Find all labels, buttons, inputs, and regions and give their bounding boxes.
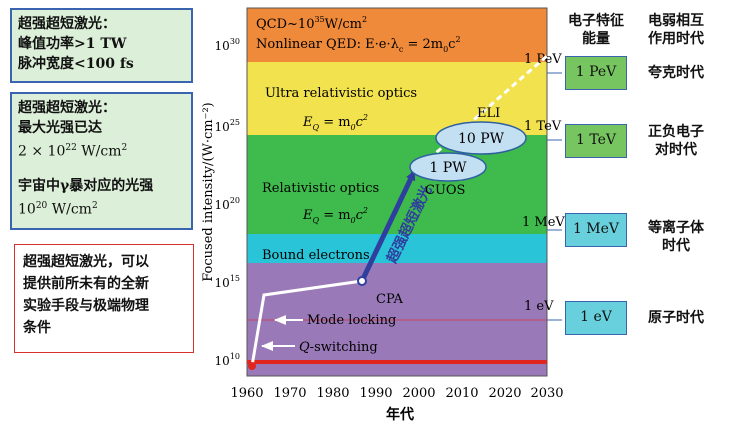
summary-line4: 条件 — [23, 320, 51, 336]
info-box1-line3: 脉冲宽度<100 fs — [18, 56, 134, 72]
energy-box-1mev: 1 MeV — [565, 213, 627, 247]
col-title-era-line1: 电弱相互 — [648, 13, 704, 29]
xtick-1980: 1980 — [316, 386, 349, 401]
col-title-era-line2: 作用时代 — [648, 31, 704, 47]
origin-point — [248, 362, 256, 370]
xtick-2030: 2030 — [530, 386, 563, 401]
xtick-2020: 2020 — [488, 386, 521, 401]
marker-1mev: 1 MeV — [522, 215, 565, 230]
ytick-20: 1020 — [215, 196, 240, 212]
xtick-1990: 1990 — [359, 386, 392, 401]
xtick-1970: 1970 — [273, 386, 306, 401]
era-plasma-line2: 时代 — [662, 238, 690, 254]
marker-1ev: 1 eV — [524, 299, 554, 314]
y-axis-ticks: 1030 1025 1020 1015 1010 — [215, 37, 240, 368]
label-mode-locking: Mode locking — [307, 313, 396, 328]
era-pair-line1: 正负电子 — [648, 124, 704, 140]
info-box1-line2: 峰值功率>1 TW — [18, 36, 127, 52]
summary-line3: 实验手段与极端物理 — [23, 298, 149, 314]
era-pair-line2: 对时代 — [655, 142, 697, 158]
info-box2-line4: 宇宙中γ暴对应的光强 — [18, 177, 154, 194]
label-1pw: 1 PW — [429, 160, 467, 176]
label-cpa: CPA — [376, 292, 404, 307]
x-axis-label: 年代 — [386, 406, 414, 423]
intensity-exponent: 22 — [65, 143, 77, 153]
band-qcd — [247, 8, 547, 62]
info-box-summary: 超强超短激光，可以 提供前所未有的全新 实验手段与极端物理 条件 — [14, 244, 194, 353]
info-box1-line1: 超强超短激光： — [18, 16, 116, 32]
gamma-intensity-exponent: 20 — [35, 200, 48, 211]
qed-label: Nonlinear QED: E·e·λc = 2m0c2 — [256, 35, 461, 54]
era-atomic: 原子时代 — [636, 309, 716, 327]
ellipse-10pw — [435, 121, 527, 155]
era-pair: 正负电子 对时代 — [636, 123, 716, 159]
label-eli: ELI — [477, 106, 500, 121]
eq-ultra: EQ = m0c2 — [302, 113, 368, 132]
intensity-unit: W/cm — [76, 143, 122, 160]
gamma-intensity-unit-exp: 2 — [91, 200, 98, 211]
label-cuos: CUOS — [425, 183, 465, 198]
era-plasma-line1: 等离子体 — [648, 220, 704, 236]
info-box2-line1: 超强超短激光： — [18, 100, 116, 116]
summary-line1: 超强超短激光，可以 — [23, 254, 149, 270]
band-bound-electrons — [247, 234, 547, 263]
col-title-energy-line1: 电子特征 — [568, 13, 624, 29]
ultra-relativistic-label: Ultra relativistic optics — [265, 86, 417, 101]
eq-relativistic: EQ = m0c2 — [302, 206, 368, 225]
ellipse-1pw — [409, 152, 487, 182]
era-quark-line1: 夸克时代 — [648, 65, 704, 81]
x-axis-ticks: 1960 1970 1980 1990 2000 2010 2020 2030 — [230, 386, 563, 401]
bound-electrons-label: Bound electrons — [262, 248, 370, 263]
y-axis-label: Focused intensity/(W·cm⁻²) — [201, 102, 216, 282]
intensity-unit-exp: 2 — [121, 143, 128, 153]
ultrashort-arrow — [359, 170, 417, 283]
ytick-10: 1010 — [215, 352, 240, 368]
gamma-intensity-base: 10 — [18, 201, 36, 218]
info-box-peak-power: 超强超短激光： 峰值功率>1 TW 脉冲宽度<100 fs — [10, 8, 193, 83]
era-atomic-line1: 原子时代 — [648, 310, 704, 326]
cpa-point — [357, 276, 367, 286]
qcd-label: QCD~1035W/cm2 — [256, 15, 367, 32]
xtick-2000: 2000 — [402, 386, 435, 401]
intensity-mantissa: 2 × 10 — [18, 143, 66, 160]
intensity-curve — [250, 279, 363, 367]
col-title-era: 电弱相互 作用时代 — [636, 12, 716, 48]
plot-frame — [246, 7, 548, 377]
energy-box-1ev: 1 eV — [565, 301, 627, 335]
info-box2-line5: 1020 W/cm2 — [18, 196, 185, 220]
xtick-2010: 2010 — [445, 386, 478, 401]
relativistic-label: Relativistic optics — [262, 181, 379, 196]
col-title-energy: 电子特征 能量 — [560, 12, 632, 48]
energy-box-1tev: 1 TeV — [565, 124, 627, 158]
gamma-intensity-unit: W/cm — [47, 201, 92, 218]
ytick-25: 1025 — [215, 118, 240, 134]
info-box-max-intensity: 超强超短激光： 最大光强已达 2 × 1022 W/cm2 宇宙中γ暴对应的光强… — [10, 92, 193, 230]
info-box2-line2: 最大光强已达 — [18, 120, 102, 136]
marker-1tev: 1 TeV — [524, 119, 562, 134]
era-plasma: 等离子体 时代 — [636, 219, 716, 255]
ytick-30: 1030 — [215, 37, 240, 53]
label-10pw: 10 PW — [458, 131, 505, 147]
label-q-switching: Q-switching — [299, 340, 378, 355]
summary-line2: 提供前所未有的全新 — [23, 276, 149, 292]
energy-box-1pev: 1 PeV — [565, 56, 627, 90]
xtick-1960: 1960 — [230, 386, 263, 401]
info-box2-line3: 2 × 1022 W/cm2 — [18, 138, 185, 162]
col-title-energy-line2: 能量 — [582, 31, 610, 47]
ytick-15: 1015 — [215, 274, 240, 290]
era-quark: 夸克时代 — [636, 64, 716, 82]
